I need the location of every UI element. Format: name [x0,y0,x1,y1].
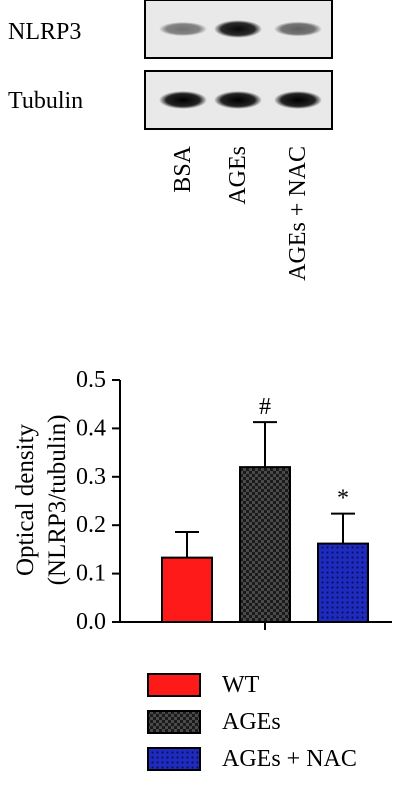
legend-label: WT [222,672,260,698]
bar-ages [239,466,291,623]
legend: WT AGEs AGEs + NAC [147,672,357,772]
significance-annotations: #* [259,394,349,511]
legend-swatch [147,673,201,697]
blot-band [159,21,207,37]
legend-swatch [147,747,201,771]
significance-mark: # [259,394,271,420]
y-tick-label: 0.3 [76,464,106,490]
lane-label-ages-nac: AGEs + NAC [285,146,311,281]
blot-row-label-tubulin: Tubulin [8,88,83,114]
error-bars [175,421,355,558]
y-axis-label-line1: Optical density [12,423,39,576]
blot-band [214,91,262,109]
blot-band [274,91,322,109]
y-axis-ticks: 0.0 0.1 0.2 0.3 0.4 0.5 [76,367,120,635]
y-tick-label: 0.1 [76,561,106,587]
blot-bands-tubulin [159,91,322,109]
blot-band [274,21,322,37]
western-blot: NLRP3 Tubulin BSA AGEs AGEs + NAC [8,0,333,281]
lane-label-ages: AGEs [225,146,251,205]
legend-label: AGEs + NAC [222,746,357,772]
blot-band [159,91,207,109]
legend-swatch [147,710,201,734]
bar-chart: Optical density (NLRP3/tubulin) 0.00.10.… [12,367,392,635]
y-tick-label: 0.4 [76,415,106,441]
bar-ages-nac [317,542,369,623]
legend-label: AGEs [222,709,281,735]
lane-label-bsa: BSA [170,145,196,192]
significance-mark: * [337,486,349,512]
y-axis-label-line2: (NLRP3/tubulin) [44,415,71,586]
blot-bands-nlrp3 [159,20,322,38]
y-tick-label: 0.0 [76,609,106,635]
y-tick-label: 0.2 [76,512,106,538]
blot-band [214,20,262,38]
bar-wt [161,556,213,623]
blot-row-label-nlrp3: NLRP3 [8,19,81,45]
y-tick-label: 0.5 [76,367,106,393]
